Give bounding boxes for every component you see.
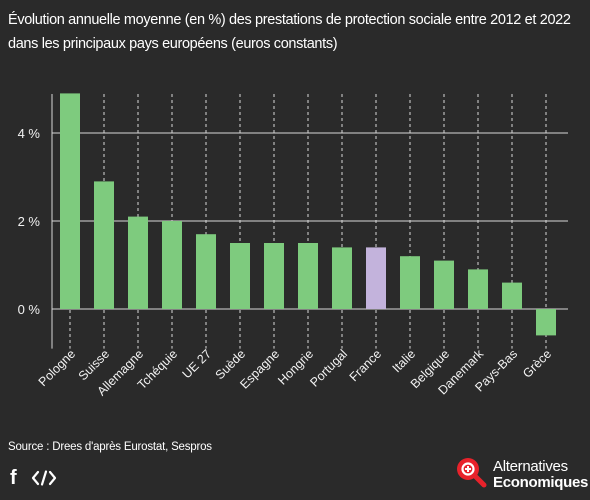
bar-tchéquie: [162, 221, 182, 309]
source-note: Source : Drees d'après Eurostat, Sespros: [8, 441, 212, 453]
bar-pays-bas: [502, 282, 522, 309]
x-tick-label: Portugal: [307, 347, 350, 390]
chart-title: Évolution annuelle moyenne (en %) des pr…: [8, 12, 571, 52]
bar-grèce: [536, 309, 556, 336]
bar-pologne: [60, 93, 80, 310]
y-tick-label: 0 %: [18, 302, 41, 317]
bar-italie: [400, 256, 420, 309]
bar-suisse: [94, 181, 114, 309]
brand-name-line1: Alternatives: [493, 457, 568, 475]
bar-portugal: [332, 247, 352, 309]
bar-ue-27: [196, 234, 216, 309]
x-tick-label: Italie: [390, 347, 419, 376]
share-bar: f: [10, 468, 57, 488]
x-tick-label: UE 27: [180, 347, 214, 381]
embed-code-icon[interactable]: [31, 470, 57, 486]
bar-danemark: [468, 269, 488, 309]
bar-belgique: [434, 260, 454, 309]
x-tick-label: Pologne: [36, 347, 78, 389]
bar-hongrie: [298, 243, 318, 309]
magnifier-logo-icon: [455, 456, 487, 493]
facebook-icon[interactable]: f: [10, 467, 17, 489]
bar-suède: [230, 243, 250, 309]
y-tick-label: 4 %: [18, 126, 41, 141]
brand-name-line2: Economiques: [493, 473, 589, 491]
bar-allemagne: [128, 216, 148, 309]
bar-france: [366, 247, 386, 309]
x-tick-label: France: [347, 347, 384, 384]
y-tick-label: 2 %: [18, 214, 41, 229]
bar-espagne: [264, 243, 284, 309]
x-tick-label: Grèce: [520, 347, 554, 381]
brand-logo[interactable]: Alternatives Economiques: [455, 456, 588, 493]
